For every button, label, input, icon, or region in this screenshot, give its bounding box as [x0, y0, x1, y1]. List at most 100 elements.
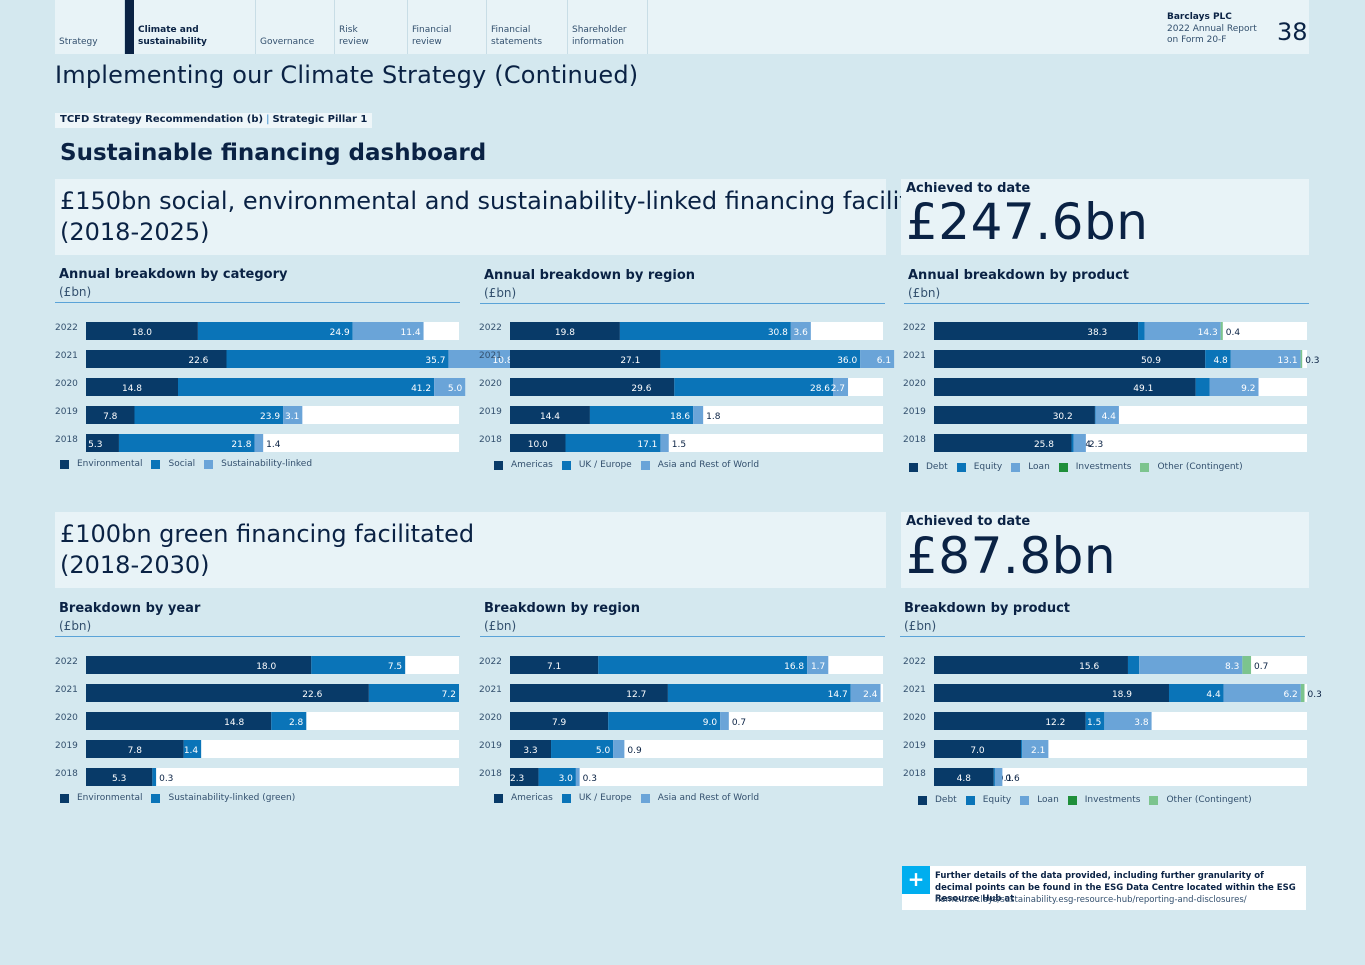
nav-tab-financial-review[interactable]: Financial review	[408, 0, 487, 54]
legend-item: Asia and Rest of World	[640, 460, 760, 470]
target-headline-green: £100bn green financing facilitated (2018…	[60, 520, 475, 579]
bar-segment-equity	[1127, 656, 1140, 674]
bar-segment-americas	[510, 322, 620, 340]
data-label: 0.9	[627, 746, 642, 756]
bar-segment-americas	[510, 656, 599, 674]
data-label: 24.9	[330, 328, 350, 338]
bar-segment-environmental	[86, 350, 227, 368]
legend-item: Other (Contingent)	[1149, 795, 1252, 805]
data-label: 18.6	[670, 412, 690, 422]
bar-segment-other-contingent-	[1242, 656, 1252, 674]
data-label: 2.1	[1031, 746, 1045, 756]
data-label: 2.7	[831, 384, 845, 394]
nav-tab-governance[interactable]: Governance	[256, 0, 335, 54]
bar-segment-debt	[934, 406, 1095, 424]
bar-segment-sustainability-linked	[283, 406, 303, 424]
data-label: 13.1	[1278, 356, 1298, 366]
data-label: 7.8	[128, 746, 143, 756]
bar-segment-asia-and-rest-of-world	[860, 350, 895, 368]
data-label: 7.8	[103, 412, 118, 422]
data-label: 14.8	[224, 718, 244, 728]
legend-item: Investments	[1067, 795, 1140, 805]
bar-segment-asia-and-rest-of-world	[833, 378, 849, 396]
bar-segment-debt	[934, 768, 994, 786]
data-label: 12.2	[1045, 718, 1065, 728]
data-label: 17.1	[637, 440, 657, 450]
bar-segment-americas	[510, 684, 668, 702]
tcfd-pillar: Strategic Pillar 1	[272, 114, 368, 125]
data-label: 18.0	[256, 662, 276, 672]
chart-region-green: 2022 7.1 16.8 1.7 2021 12.7 14.7 2.4 2020 7.9 9.0 0…	[479, 656, 883, 786]
chart-rule	[904, 303, 1309, 304]
bar-segment-asia-and-rest-of-world	[660, 434, 669, 452]
bar-segment-debt	[934, 656, 1128, 674]
data-label: 3.3	[523, 746, 537, 756]
chart-unit-category: (£bn)	[59, 285, 92, 299]
bar-segment-environmental	[86, 768, 153, 786]
data-label: 9.2	[1241, 384, 1255, 394]
nav-tab-shareholder-information[interactable]: Shareholder information	[568, 0, 648, 54]
legend-label: UK / Europe	[578, 460, 632, 470]
bar-segment-equity	[993, 768, 995, 786]
nav-tab-strategy[interactable]: Strategy	[55, 0, 125, 54]
data-label: 2.3	[1089, 440, 1103, 450]
plus-icon[interactable]: +	[902, 866, 930, 894]
data-label: 0.4	[1226, 328, 1241, 338]
data-label: 0.3	[1308, 690, 1322, 700]
data-label: 14.8	[122, 384, 142, 394]
data-label: 19.8	[555, 328, 575, 338]
bar-segment-uk-europe	[667, 684, 851, 702]
nav-tab-climate[interactable]: Climate and sustainability	[134, 0, 256, 54]
data-label: 18.0	[132, 328, 152, 338]
nav-tab-financial-statements[interactable]: Financial statements	[487, 0, 568, 54]
legend-item: Environmental	[60, 793, 142, 803]
data-label: 4.8	[957, 774, 972, 784]
chart-product-green: 202215.60.98.30.7202118.94.46.20.3202012…	[903, 656, 1322, 786]
bar-segment-uk-europe	[565, 434, 661, 452]
bar-segment-equity	[1071, 434, 1074, 452]
data-label: 35.7	[425, 356, 445, 366]
y-tick-label: 2019	[903, 741, 926, 751]
data-label: 22.6	[188, 356, 208, 366]
achieved-label-social: Achieved to date	[906, 181, 1031, 196]
data-label: 41.2	[411, 384, 431, 394]
y-tick-label: 2022	[903, 323, 926, 333]
legend-label: Asia and Rest of World	[657, 460, 760, 470]
data-label: 22.6	[302, 690, 322, 700]
report-brand: Barclays PLC 2022 Annual Report on Form …	[1167, 12, 1257, 47]
bar-segment-environmental	[86, 712, 272, 730]
data-label: 7.9	[552, 718, 567, 728]
bar-segment-americas	[510, 378, 675, 396]
legend-swatch	[561, 460, 571, 470]
bar-segment-uk-europe	[660, 350, 861, 368]
bar-segment-sustainability-linked-green-	[311, 656, 406, 674]
legend-swatch	[204, 459, 214, 469]
data-label: 12.7	[626, 690, 646, 700]
data-label: 15.6	[1079, 662, 1099, 672]
data-label: 3.0	[559, 774, 574, 784]
bar-segment-debt	[934, 712, 1086, 730]
tcfd-tag: TCFD Strategy Recommendation (b) | Strateg…	[55, 113, 373, 128]
data-label: 0.3	[583, 774, 597, 784]
info-box: + Further details of the data provided, …	[902, 866, 1306, 910]
data-label: 0.3	[159, 774, 173, 784]
bar-segment-loan	[1095, 406, 1119, 424]
legend-label: Americas	[511, 793, 553, 803]
legend-swatch	[60, 459, 69, 469]
bar-segment-social	[226, 350, 449, 368]
achieved-band-green	[901, 512, 1309, 588]
chart-title-region: Annual breakdown by region	[484, 268, 696, 283]
y-tick-label: 2022	[55, 657, 78, 667]
nav-tab-risk-review[interactable]: Risk review	[335, 0, 408, 54]
bar-segment-americas	[510, 434, 566, 452]
nav-active-indicator	[125, 0, 134, 54]
bar-segment-loan	[1144, 322, 1221, 340]
y-tick-label: 2022	[55, 323, 78, 333]
data-label: 7.0	[970, 746, 985, 756]
legend-label: Other (Contingent)	[1157, 462, 1243, 472]
legend-product: Debt Equity Loan Investments Other (Continge…	[909, 462, 1252, 472]
data-label: 1.4	[266, 440, 281, 450]
esg-hub-link[interactable]: home.barclays/sustainability.esg-resourc…	[935, 895, 1247, 905]
legend-label: Americas	[511, 460, 553, 470]
legend-swatch	[1149, 795, 1159, 805]
